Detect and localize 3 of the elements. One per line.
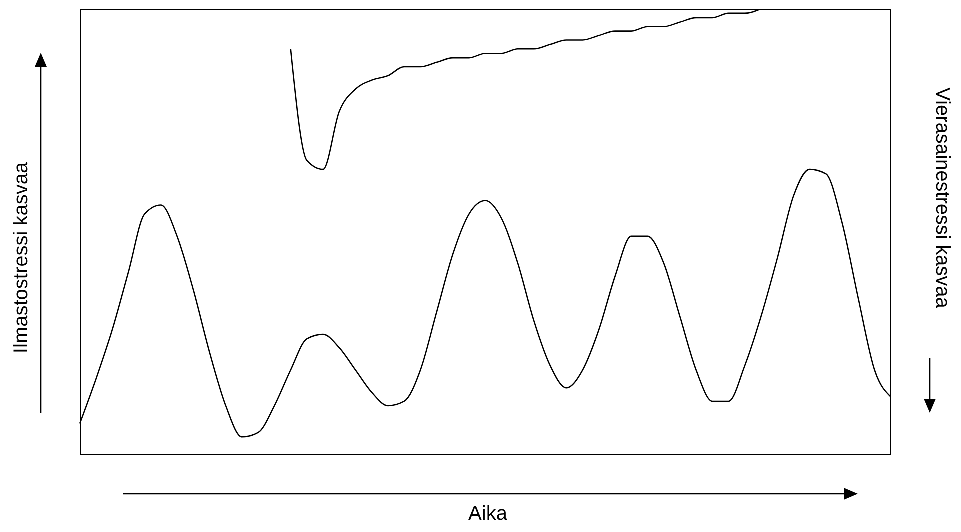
x-axis-title: Aika: [468, 503, 508, 526]
y2-axis-title: Vierasainestressi kasvaa: [930, 88, 954, 308]
y-axis-title: Ilmastostressi kasvaa: [10, 162, 34, 354]
